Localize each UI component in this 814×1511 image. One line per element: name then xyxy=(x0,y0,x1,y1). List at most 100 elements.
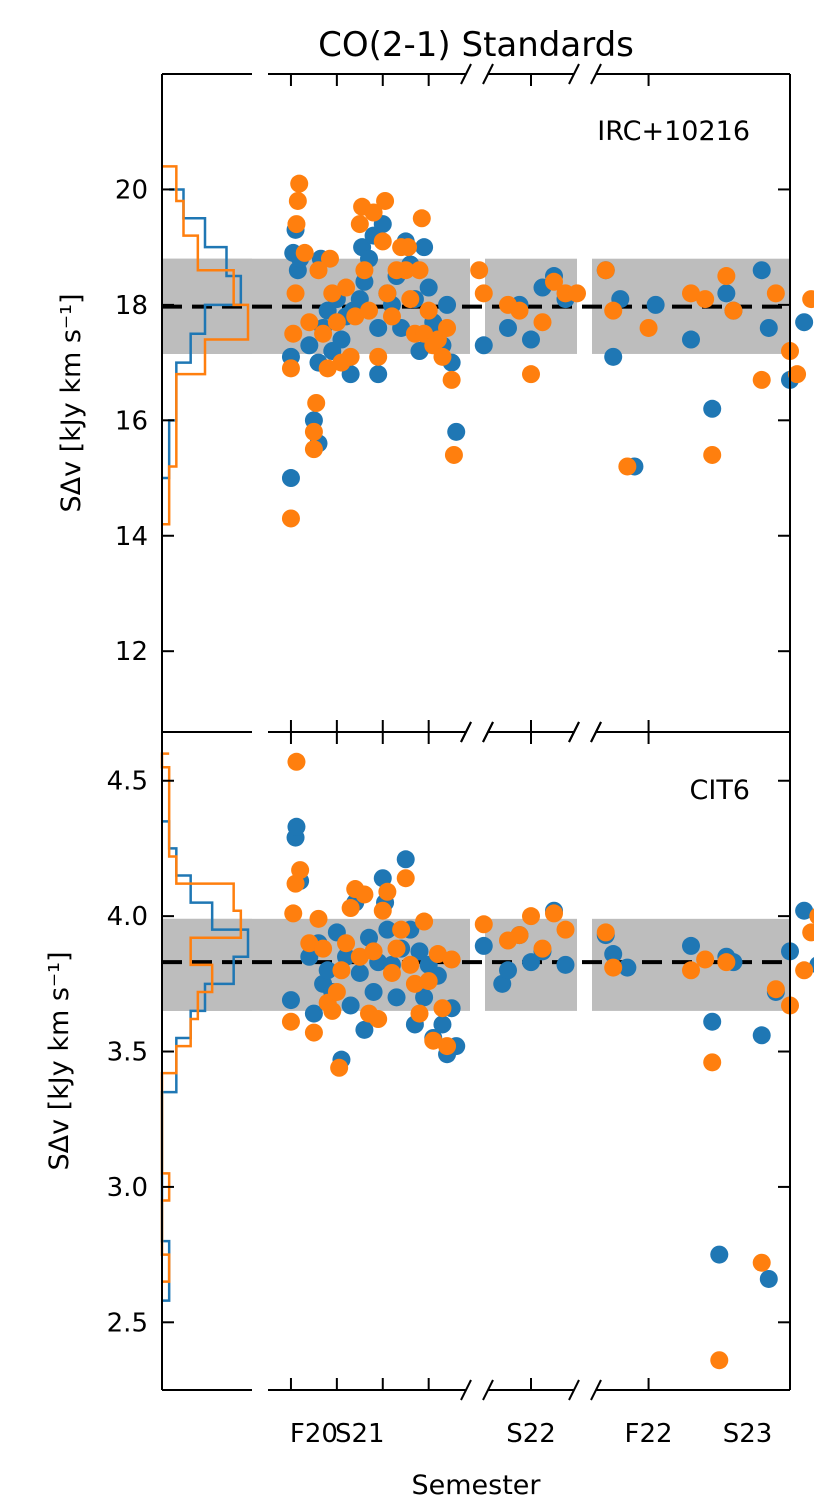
data-point xyxy=(433,347,452,366)
data-point xyxy=(639,318,658,337)
top-panel: 12 14 16 18 20 IRC+10216 SΔv [kJy km s⁻¹] xyxy=(56,63,814,743)
data-point xyxy=(522,953,540,972)
data-point xyxy=(412,209,431,228)
data-point xyxy=(355,1020,374,1039)
data-point xyxy=(604,347,623,366)
data-point xyxy=(752,370,771,389)
data-point xyxy=(350,215,369,234)
data-point xyxy=(646,295,665,314)
data-point xyxy=(304,440,323,459)
panel-annotation: IRC+10216 xyxy=(597,116,750,147)
data-point xyxy=(419,301,438,320)
data-point xyxy=(442,950,461,969)
data-point xyxy=(287,752,306,771)
data-point xyxy=(428,945,447,964)
y-tick-label: 12 xyxy=(115,637,148,667)
data-point xyxy=(809,908,814,925)
data-point xyxy=(682,936,700,955)
data-point xyxy=(438,295,457,314)
data-point xyxy=(281,509,300,528)
data-point xyxy=(304,1004,323,1023)
data-point xyxy=(281,991,300,1010)
data-point xyxy=(522,907,540,926)
data-point xyxy=(442,370,461,389)
series-2 xyxy=(281,174,814,528)
data-point xyxy=(415,238,434,257)
data-point xyxy=(399,238,418,257)
data-point xyxy=(419,972,438,991)
data-point xyxy=(752,261,771,280)
data-point xyxy=(415,912,434,931)
data-point xyxy=(286,284,305,303)
y-tick-label: 20 xyxy=(115,175,148,205)
data-point xyxy=(396,869,415,888)
data-point xyxy=(522,365,540,384)
data-point xyxy=(696,950,715,969)
data-point xyxy=(337,934,356,953)
x-tick-label: S22 xyxy=(506,1419,556,1449)
data-point xyxy=(337,947,356,966)
data-point xyxy=(568,284,586,303)
x-tick-label: F22 xyxy=(625,1419,673,1449)
data-point xyxy=(314,939,333,958)
data-point xyxy=(281,469,300,488)
data-point xyxy=(284,904,303,923)
data-point xyxy=(396,261,415,280)
data-point xyxy=(710,1351,729,1370)
data-point xyxy=(369,365,388,384)
data-point xyxy=(288,191,307,210)
data-point xyxy=(300,947,319,966)
data-point xyxy=(323,1001,342,1020)
data-point xyxy=(703,1053,722,1072)
data-point xyxy=(604,958,623,977)
data-point xyxy=(314,324,333,343)
data-point xyxy=(369,1010,388,1029)
data-point xyxy=(438,1037,457,1056)
data-point xyxy=(323,284,342,303)
data-point xyxy=(795,313,814,332)
data-point xyxy=(332,961,351,980)
data-point xyxy=(415,988,434,1007)
data-point xyxy=(499,318,517,337)
data-point xyxy=(510,301,529,320)
y-tick-label: 4.0 xyxy=(107,902,148,932)
data-point xyxy=(378,284,397,303)
data-point xyxy=(327,982,346,1001)
data-point xyxy=(309,261,328,280)
data-point xyxy=(281,1012,300,1031)
data-point xyxy=(364,942,383,961)
data-point xyxy=(290,174,309,193)
histogram-2 xyxy=(160,752,243,1283)
data-point xyxy=(545,904,563,923)
data-point xyxy=(596,261,615,280)
data-point xyxy=(318,961,337,980)
data-point xyxy=(788,365,807,384)
data-point xyxy=(284,324,303,343)
series-2 xyxy=(281,752,814,1370)
data-point xyxy=(759,1269,778,1288)
axis-break-mark xyxy=(460,721,472,743)
data-point xyxy=(766,284,785,303)
data-point xyxy=(533,313,552,332)
data-point xyxy=(369,318,388,337)
data-point xyxy=(287,817,306,836)
data-point xyxy=(382,307,401,326)
data-point xyxy=(337,278,356,297)
axis-break-mark xyxy=(590,1379,602,1401)
data-point xyxy=(545,272,563,291)
data-point xyxy=(341,996,360,1015)
data-point xyxy=(364,203,383,222)
data-point xyxy=(724,301,743,320)
data-point xyxy=(410,942,429,961)
y-axis-label: SΔv [kJy km s⁻¹] xyxy=(56,293,87,512)
data-point xyxy=(682,284,700,303)
y-tick-label: 2.5 xyxy=(107,1308,148,1338)
data-point xyxy=(474,936,493,955)
y-tick-label: 3.0 xyxy=(107,1173,148,1203)
data-point xyxy=(433,999,452,1018)
data-point xyxy=(327,313,346,332)
data-point xyxy=(802,923,814,942)
axis-break-mark xyxy=(482,1379,494,1401)
data-point xyxy=(330,1058,349,1077)
